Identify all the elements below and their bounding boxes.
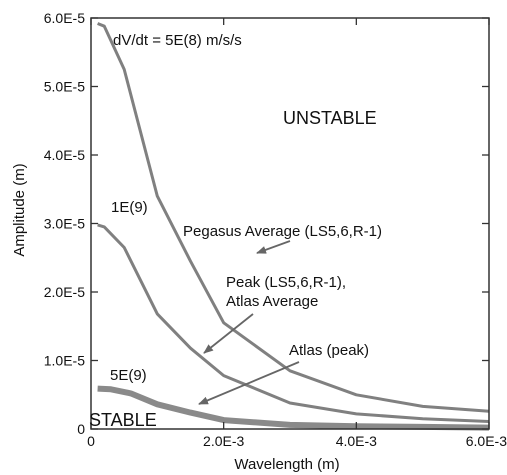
peak-arrow <box>203 313 254 354</box>
x-tick-label: 0 <box>87 433 95 449</box>
series-line-0 <box>97 22 490 413</box>
y-tick-label: 4.0E-5 <box>44 147 85 163</box>
curves-layer <box>97 22 490 431</box>
peak-label-line2: Atlas Average <box>226 293 318 310</box>
series-line-2 <box>97 385 490 431</box>
stable-region-label: STABLE <box>89 410 157 430</box>
y-tick-label: 2.0E-5 <box>44 284 85 300</box>
atlas-peak-label: Atlas (peak) <box>289 342 369 359</box>
pegasus-average-label: Pegasus Average (LS5,6,R-1) <box>183 223 382 240</box>
unstable-region-label: UNSTABLE <box>283 108 377 128</box>
x-tick-label: 6.0E-3 <box>466 433 507 449</box>
pegasus-arrow <box>256 240 291 254</box>
y-tick-label: 0 <box>77 421 85 437</box>
y-tick-label: 3.0E-5 <box>44 216 85 232</box>
series-label-1e9: 1E(9) <box>111 199 148 216</box>
x-tick-label: 4.0E-3 <box>336 433 377 449</box>
series-label-5e9: 5E(9) <box>110 367 147 384</box>
y-tick-label: 1.0E-5 <box>44 353 85 369</box>
axes: 0 1.0E-5 2.0E-5 3.0E-5 4.0E-5 5.0E-5 6.0E-5 0 2.… <box>44 10 507 449</box>
atlas-peak-arrow <box>198 361 300 405</box>
y-tick-label: 5.0E-5 <box>44 79 85 95</box>
y-axis-title: Amplitude (m) <box>11 163 28 256</box>
x-tick-label: 2.0E-3 <box>203 433 244 449</box>
y-tick-label: 6.0E-5 <box>44 10 85 26</box>
annotation-arrows <box>198 240 300 405</box>
series-label-5e8: dV/dt = 5E(8) m/s/s <box>113 32 242 49</box>
peak-label-line1: Peak (LS5,6,R-1), <box>226 274 346 291</box>
x-axis-title: Wavelength (m) <box>234 456 339 473</box>
series-line-1 <box>97 223 490 423</box>
